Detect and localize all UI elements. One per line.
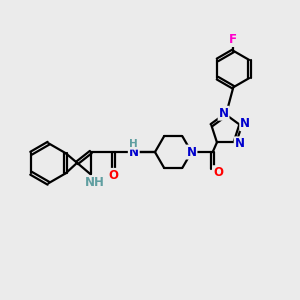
Text: N: N xyxy=(187,146,196,159)
Text: H: H xyxy=(129,139,138,149)
Text: O: O xyxy=(213,166,223,179)
Text: NH: NH xyxy=(84,176,104,189)
Text: F: F xyxy=(229,33,237,46)
Text: N: N xyxy=(129,146,139,159)
Text: N: N xyxy=(219,107,229,120)
Text: O: O xyxy=(109,169,119,182)
Text: N: N xyxy=(240,117,250,130)
Text: N: N xyxy=(235,137,244,150)
